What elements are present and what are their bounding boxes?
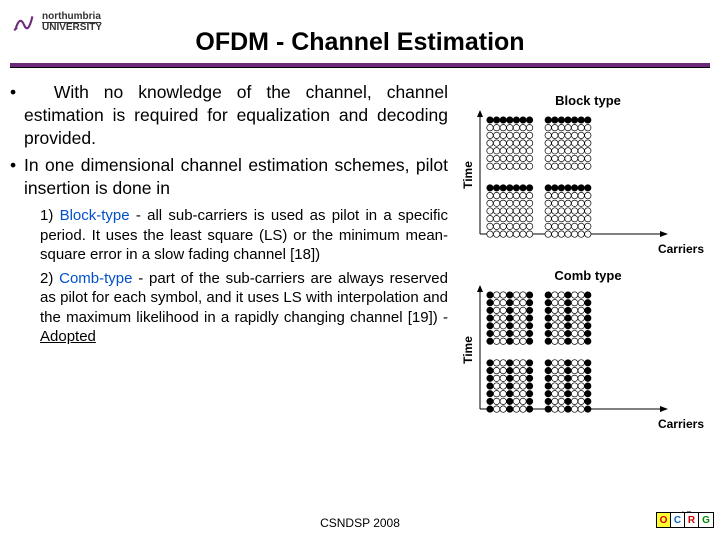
comb-grid-svg (468, 285, 668, 415)
bullet-1: With no knowledge of the channel, channe… (24, 82, 448, 148)
footer-text: CSNDSP 2008 (0, 516, 720, 530)
page-title: OFDM - Channel Estimation (10, 28, 710, 57)
divider (10, 63, 710, 69)
logo-subtitle: UNIVERSITY (42, 22, 102, 33)
block-grid-svg (468, 110, 668, 240)
subitem-block: 1) Block-type - all sub-carriers is used… (40, 206, 448, 265)
diagram-comb-type: Comb type Time Carriers (468, 268, 708, 431)
bullet-2: In one dimensional channel estimation sc… (24, 155, 448, 198)
body-text: • With no knowledge of the channel, chan… (10, 81, 448, 431)
ocrg-badge: OCRG (656, 512, 714, 528)
diagram-block-type: Block type Time Carriers (468, 93, 708, 256)
subitem-comb: 2) Comb-type - part of the sub-carriers … (40, 269, 448, 347)
logo-icon (10, 8, 38, 36)
